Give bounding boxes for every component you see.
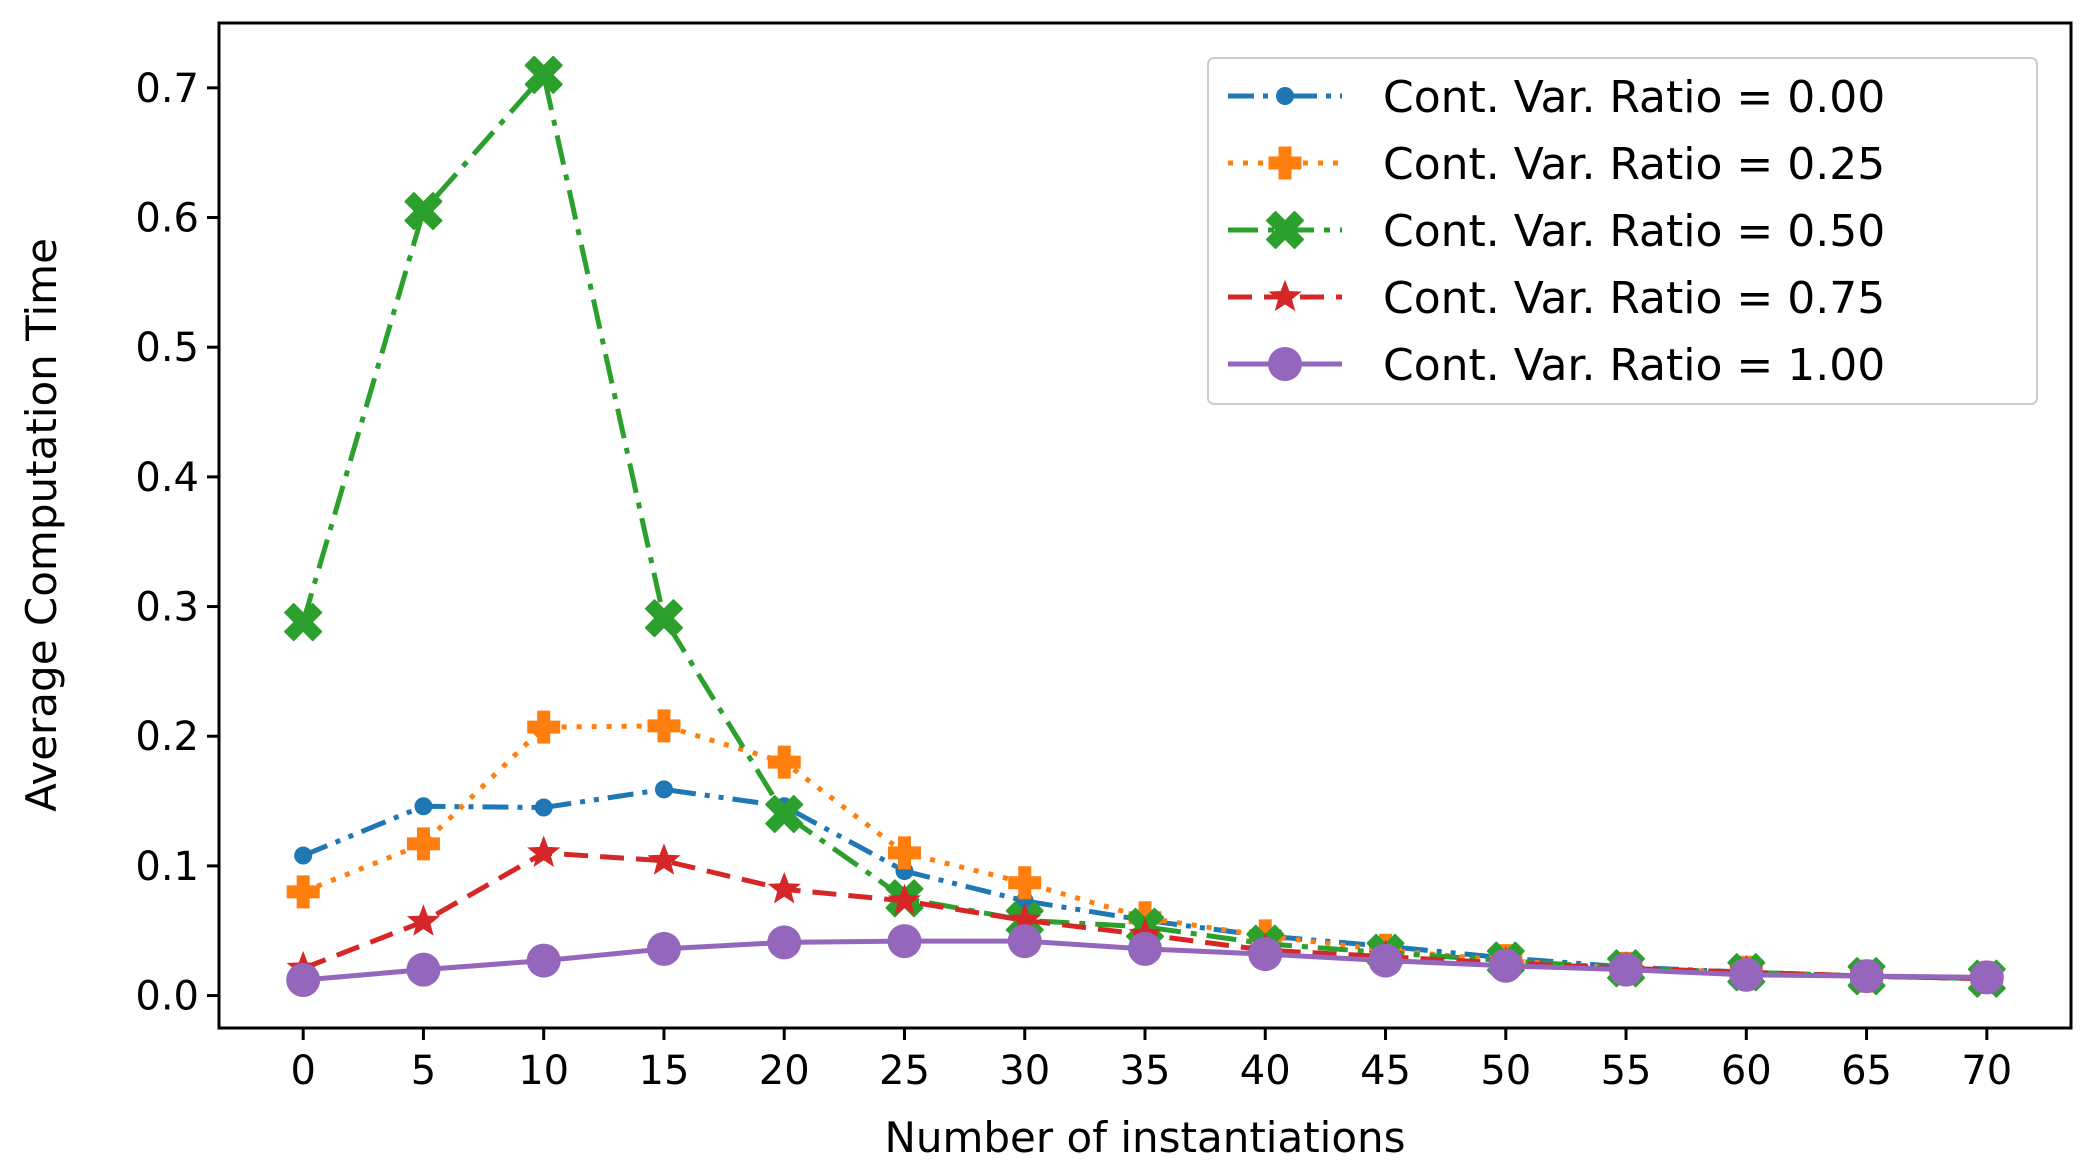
data-point	[1609, 952, 1644, 987]
y-tick-label: 0.2	[135, 714, 199, 760]
legend-marker	[1266, 211, 1304, 249]
y-axis: 0.0 0.1 0.2 0.3 0.4 0.5 0.6 0.7	[135, 66, 219, 1020]
data-point	[1969, 960, 2004, 995]
data-point	[1128, 931, 1162, 966]
x-tick-label: 40	[1240, 1048, 1291, 1094]
data-point	[647, 843, 681, 875]
data-point	[284, 603, 323, 642]
data-point	[765, 795, 804, 834]
legend-item: Cont. Var. Ratio = 0.00	[1228, 72, 1885, 123]
data-point	[1008, 866, 1042, 900]
series-line	[302, 786, 1987, 982]
series-4	[286, 924, 2004, 998]
legend-item: Cont. Var. Ratio = 0.75	[1228, 273, 1885, 324]
y-tick-label: 0.1	[135, 844, 199, 890]
data-point	[767, 745, 801, 779]
data-point	[654, 780, 673, 799]
data-point	[527, 710, 561, 744]
data-point	[1248, 937, 1283, 972]
data-point	[887, 924, 922, 959]
legend-label: Cont. Var. Ratio = 0.25	[1383, 139, 1885, 190]
legend-label: Cont. Var. Ratio = 1.00	[1383, 340, 1885, 391]
data-point	[294, 846, 313, 865]
plot-series	[284, 55, 2006, 998]
data-point	[406, 827, 440, 861]
x-tick-label: 50	[1480, 1048, 1531, 1094]
legend-marker	[1268, 279, 1302, 312]
legend-label: Cont. Var. Ratio = 0.50	[1383, 206, 1885, 257]
data-point	[404, 192, 443, 231]
plot-frame	[217, 21, 2073, 1030]
y-tick-label: 0.0	[135, 974, 199, 1020]
x-tick-label: 55	[1601, 1048, 1652, 1094]
x-tick-label: 0	[290, 1048, 315, 1094]
series-line	[300, 72, 1987, 982]
x-tick-label: 25	[879, 1048, 930, 1094]
y-tick-label: 0.5	[135, 325, 199, 371]
x-tick-label: 70	[1961, 1048, 2012, 1094]
legend: Cont. Var. Ratio = 0.00 Cont. Var. Ratio …	[1207, 57, 2038, 405]
x-tick-label: 5	[411, 1048, 436, 1094]
x-tick-label: 30	[999, 1048, 1050, 1094]
data-point	[644, 599, 683, 638]
legend-label: Cont. Var. Ratio = 0.75	[1383, 273, 1885, 324]
data-point	[406, 952, 441, 987]
x-tick-label: 65	[1841, 1048, 1892, 1094]
x-tick-label: 45	[1360, 1048, 1411, 1094]
data-point	[527, 835, 561, 868]
data-point	[414, 797, 433, 816]
y-tick-label: 0.7	[135, 66, 199, 112]
data-point	[767, 871, 801, 904]
data-point	[524, 55, 563, 94]
x-tick-label: 15	[639, 1048, 690, 1094]
data-point	[887, 883, 922, 915]
y-tick-label: 0.4	[135, 455, 199, 501]
x-tick-label: 35	[1120, 1048, 1171, 1094]
data-point	[406, 904, 440, 936]
legend-box	[1207, 57, 2038, 405]
y-axis-label: Average Computation Time	[17, 238, 66, 812]
data-point	[647, 709, 681, 743]
data-point	[1729, 957, 1764, 992]
legend-marker	[1268, 347, 1302, 381]
y-tick-label: 0.3	[135, 585, 199, 631]
legend-item: Cont. Var. Ratio = 0.50	[1228, 206, 1885, 257]
data-point	[286, 875, 320, 909]
data-point	[1849, 959, 1884, 994]
x-axis-label: Number of instantiations	[884, 1113, 1405, 1162]
x-tick-label: 60	[1721, 1048, 1772, 1094]
legend-marker	[1268, 146, 1302, 180]
y-tick-label: 0.6	[135, 196, 199, 242]
data-point	[887, 836, 921, 870]
x-axis: 0 5 10 15 20 25 30 35 40 45 50 55 60 65 70	[290, 1028, 2012, 1094]
legend-label: Cont. Var. Ratio = 0.00	[1383, 72, 1885, 123]
data-point	[1368, 943, 1403, 978]
data-point	[286, 963, 321, 998]
data-point	[767, 925, 802, 960]
data-point	[1488, 948, 1523, 983]
data-point	[526, 943, 561, 978]
x-tick-label: 10	[518, 1048, 569, 1094]
legend-marker	[1276, 87, 1294, 105]
data-point	[646, 931, 681, 966]
data-point	[534, 798, 553, 817]
x-tick-label: 20	[759, 1048, 810, 1094]
legend-item: Cont. Var. Ratio = 0.25	[1228, 139, 1885, 190]
data-point	[1007, 924, 1042, 959]
legend-item: Cont. Var. Ratio = 1.00	[1228, 340, 1885, 391]
